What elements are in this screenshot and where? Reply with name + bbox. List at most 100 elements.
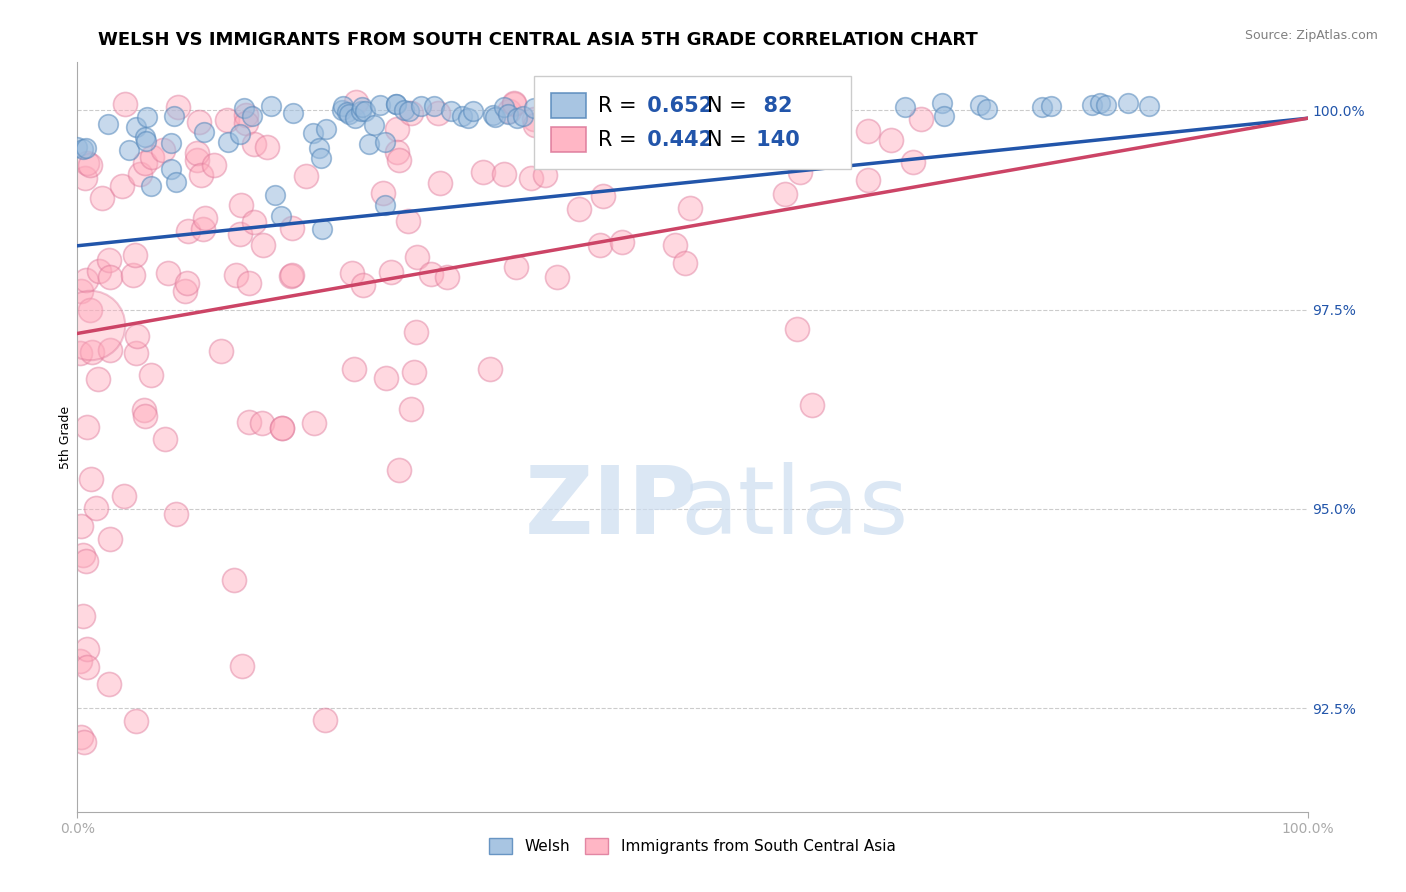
Point (479, 361, 502, 376)
Point (387, 153, 409, 168)
Point (405, 326, 427, 340)
Point (540, 102, 562, 116)
Point (271, 421, 294, 435)
Point (1094, 97, 1116, 112)
Point (643, 97, 665, 112)
Point (132, 403, 155, 417)
Point (69, 346, 91, 360)
Point (141, 150, 163, 164)
Point (72, 549, 94, 563)
Point (1116, 95, 1139, 110)
Point (523, 112, 546, 126)
Point (76, 156, 98, 170)
Point (194, 211, 217, 226)
Point (350, 100, 373, 114)
Point (1081, 98, 1104, 112)
Point (134, 156, 156, 170)
Point (91, 191, 114, 205)
Point (387, 145, 409, 160)
Point (404, 365, 426, 379)
Point (505, 260, 527, 275)
Point (153, 432, 176, 446)
Point (409, 99, 432, 113)
Point (392, 103, 415, 117)
Point (350, 104, 373, 119)
Point (461, 104, 484, 119)
Text: atlas: atlas (681, 462, 908, 555)
Point (419, 268, 441, 282)
Point (353, 103, 375, 118)
Point (337, 107, 360, 121)
Point (280, 268, 302, 283)
Point (301, 126, 323, 140)
Point (405, 250, 427, 264)
Point (139, 368, 162, 383)
Text: 82: 82 (749, 96, 793, 116)
Point (124, 120, 146, 134)
Point (969, 98, 991, 112)
Point (593, 117, 616, 131)
Point (789, 165, 811, 179)
Point (302, 416, 325, 430)
Point (440, 103, 463, 118)
Point (124, 714, 146, 729)
Point (250, 416, 273, 430)
Point (177, 224, 200, 238)
Point (243, 215, 266, 229)
Point (343, 112, 366, 126)
Point (270, 420, 292, 434)
Point (256, 139, 278, 153)
Point (66, 140, 89, 154)
Point (224, 574, 246, 588)
Point (134, 129, 156, 144)
Point (235, 116, 257, 130)
Point (163, 109, 186, 123)
Point (134, 409, 156, 423)
Point (260, 98, 283, 112)
Point (166, 100, 188, 114)
Point (503, 97, 526, 112)
Point (568, 202, 591, 216)
Point (342, 362, 364, 376)
Point (165, 175, 187, 189)
Point (352, 278, 374, 293)
Point (121, 268, 143, 283)
Point (346, 95, 368, 110)
Point (111, 178, 134, 193)
Point (804, 96, 827, 111)
Point (880, 133, 903, 147)
Point (97, 117, 120, 131)
Point (523, 101, 546, 115)
Point (574, 102, 596, 116)
Point (98, 343, 121, 358)
Point (679, 201, 702, 215)
Point (496, 107, 519, 121)
Point (72, 608, 94, 623)
Point (89, 264, 111, 278)
Point (165, 507, 187, 521)
Point (451, 109, 474, 123)
Point (374, 198, 396, 212)
Point (98, 532, 121, 546)
Point (370, 98, 392, 112)
Point (152, 143, 174, 157)
Point (336, 104, 359, 119)
Point (235, 107, 257, 121)
Point (423, 99, 446, 113)
Point (901, 155, 924, 169)
Point (124, 248, 146, 262)
Point (387, 122, 409, 136)
Point (186, 145, 208, 160)
Point (426, 106, 449, 120)
Text: Source: ZipAtlas.com: Source: ZipAtlas.com (1244, 29, 1378, 42)
Point (551, 133, 574, 147)
Point (270, 209, 292, 223)
Point (69, 654, 91, 668)
Point (225, 268, 247, 282)
Point (70, 730, 93, 744)
Point (380, 265, 402, 279)
Point (160, 136, 183, 150)
Point (976, 102, 998, 116)
Point (308, 141, 330, 155)
Point (176, 276, 198, 290)
